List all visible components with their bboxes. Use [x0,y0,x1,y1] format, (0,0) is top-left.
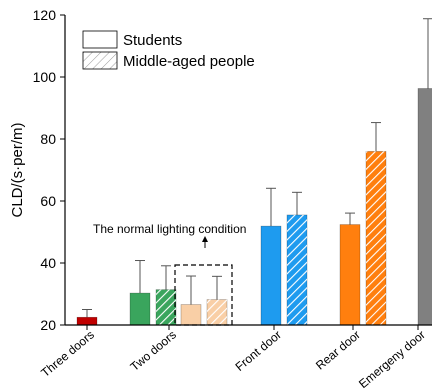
legend-swatch-students [82,30,118,49]
bar-hatch-two-doors-2 [156,289,176,325]
y-tick-label: 60 [40,193,56,209]
x-tick-label: Rear door [313,328,363,373]
annotation-arrow [202,236,208,248]
legend-label-middle-aged: Middle-aged people [123,53,255,70]
x-tick-label: Three doors [38,328,97,380]
bar-hatch-rear-door-8 [366,151,386,325]
bars-layer [76,18,432,326]
y-ticks: 20 40 60 80 100 120 [33,7,65,333]
bar-rear-door-7 [339,224,361,326]
bar-hatch-front-door-6 [287,214,307,325]
x-tick-label: Emergeny door [356,328,428,391]
y-tick-label: 80 [40,131,56,147]
x-tick-label: Two doors [128,328,179,374]
bar-three-doors-0 [76,316,98,326]
y-tick-label: 40 [40,255,56,271]
bar-front-door-5 [260,225,282,326]
y-axis-label: CLD/(s·per/m) [9,122,26,217]
annotation-normal-lighting: The normal lighting condition [93,222,246,236]
normal-lighting-box [174,264,233,326]
legend-label-students: Students [123,32,182,49]
bar-hatch-two-doors-4 [207,299,227,325]
y-tick-label: 100 [33,69,57,85]
bar-two-doors-3 [180,304,202,326]
y-tick-label: 20 [40,317,56,333]
y-tick-label: 120 [33,7,57,23]
legend: Students Middle-aged people [82,30,255,70]
x-ticks: Three doors Two doors Front door Rear doorE… [38,325,428,391]
legend-swatch-middle-aged [82,51,118,70]
x-tick-label: Front door [233,328,284,374]
bar-two-doors-1 [129,292,151,326]
bar-emergeny-door-9 [417,88,432,326]
